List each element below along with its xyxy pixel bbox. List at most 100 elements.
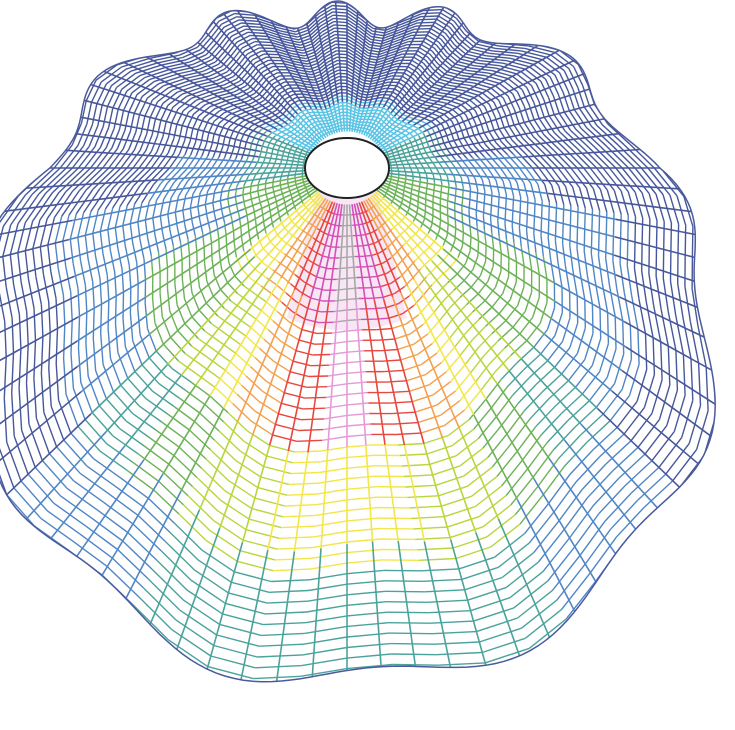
ring-grid-segment bbox=[367, 52, 379, 56]
ring-grid-segment bbox=[478, 40, 499, 47]
ring-grid-segment bbox=[335, 46, 348, 49]
ring-grid-segment bbox=[102, 501, 134, 525]
radial-grid-segment bbox=[315, 55, 321, 70]
ring-grid-segment bbox=[652, 305, 662, 343]
radial-grid-segment bbox=[423, 541, 436, 590]
ring-grid-segment bbox=[227, 41, 238, 55]
ring-grid-segment bbox=[375, 14, 390, 18]
radial-grid-segment bbox=[323, 450, 329, 500]
radial-grid-segment bbox=[448, 232, 486, 257]
radial-grid-segment bbox=[455, 1, 467, 12]
ring-grid-segment bbox=[53, 144, 73, 169]
mesh-outer-boundary bbox=[0, 0, 716, 683]
ring-grid-segment bbox=[148, 357, 166, 377]
ring-grid-segment bbox=[588, 147, 610, 169]
radial-grid-segment bbox=[274, 289, 296, 335]
radial-grid-segment bbox=[520, 358, 552, 393]
ring-grid-segment bbox=[307, 594, 348, 602]
ring-grid-segment bbox=[128, 265, 132, 288]
ring-grid-segment bbox=[346, 31, 360, 41]
ring-grid-segment bbox=[524, 152, 540, 169]
ring-grid-segment bbox=[576, 40, 598, 57]
ring-grid-segment bbox=[304, 318, 319, 324]
ring-grid-segment bbox=[288, 9, 304, 17]
radial-grid-segment bbox=[91, 552, 117, 593]
ring-grid-segment bbox=[208, 121, 215, 133]
ring-grid-segment bbox=[570, 167, 588, 189]
ring-grid-segment bbox=[441, 76, 456, 82]
ring-grid-segment bbox=[112, 167, 134, 189]
radial-grid-segment bbox=[277, 52, 287, 68]
ring-grid-segment bbox=[617, 121, 643, 144]
radial-grid-segment bbox=[247, 272, 275, 311]
radial-grid-segment bbox=[76, 278, 112, 297]
ring-grid-segment bbox=[305, 54, 316, 60]
radial-grid-segment bbox=[327, 253, 336, 304]
ring-grid-segment bbox=[346, 548, 382, 554]
ring-grid-segment bbox=[336, 277, 348, 281]
ring-grid-segment bbox=[312, 37, 324, 48]
ring-grid-segment bbox=[435, 66, 446, 75]
radial-grid-segment bbox=[333, 104, 338, 119]
ring-grid-segment bbox=[546, 32, 577, 42]
ring-grid-segment bbox=[538, 118, 550, 135]
ring-grid-segment bbox=[316, 276, 327, 281]
radial-grid-segment bbox=[529, 70, 552, 83]
radial-grid-segment bbox=[486, 146, 513, 152]
radial-grid-segment bbox=[380, 33, 386, 47]
radial-grid-segment bbox=[328, 203, 341, 254]
radial-grid-segment bbox=[188, 92, 210, 104]
ring-grid-segment bbox=[112, 88, 123, 109]
ring-grid-segment bbox=[529, 66, 546, 80]
radial-grid-segment bbox=[262, 139, 288, 150]
ring-grid-segment bbox=[336, 50, 348, 53]
ring-grid-segment bbox=[468, 199, 471, 211]
ring-grid-segment bbox=[518, 107, 525, 123]
radial-grid-segment bbox=[382, 148, 406, 158]
ring-grid-segment bbox=[288, 321, 303, 331]
ring-grid-segment bbox=[144, 68, 170, 79]
radial-grid-segment bbox=[221, 97, 241, 110]
ring-grid-segment bbox=[600, 552, 629, 591]
ring-grid-segment bbox=[456, 41, 469, 53]
radial-grid-segment bbox=[6, 289, 41, 305]
radial-grid-segment bbox=[212, 231, 248, 255]
ring-grid-segment bbox=[619, 238, 622, 264]
radial-grid-segment bbox=[497, 518, 519, 565]
radial-grid-segment bbox=[444, 110, 467, 123]
ring-grid-segment bbox=[651, 431, 675, 462]
ring-grid-segment bbox=[369, 41, 382, 45]
ring-grid-segment bbox=[149, 71, 174, 81]
radial-grid-segment bbox=[256, 277, 282, 318]
radial-grid-segment bbox=[280, 187, 316, 211]
ring-grid-segment bbox=[213, 89, 231, 95]
ring-grid-segment bbox=[489, 205, 493, 219]
radial-grid-segment bbox=[496, 383, 524, 422]
ring-grid-segment bbox=[525, 214, 528, 231]
ring-grid-segment bbox=[562, 204, 565, 224]
ring-grid-segment bbox=[403, 474, 433, 478]
radial-grid-segment bbox=[382, 178, 417, 192]
radial-grid-segment bbox=[236, 74, 252, 88]
ring-grid-segment bbox=[623, 291, 631, 326]
radial-grid-segment bbox=[484, 243, 520, 265]
radial-grid-segment bbox=[376, 133, 394, 147]
ring-grid-segment bbox=[606, 312, 610, 344]
ring-grid-segment bbox=[273, 44, 291, 52]
radial-grid-segment bbox=[293, 501, 302, 552]
ring-grid-segment bbox=[107, 299, 110, 329]
ring-grid-segment bbox=[346, 632, 390, 638]
ring-grid-segment bbox=[518, 153, 534, 169]
radial-grid-segment bbox=[353, 119, 358, 133]
radial-grid-segment bbox=[187, 175, 219, 179]
radial-grid-segment bbox=[172, 203, 207, 214]
ring-grid-segment bbox=[346, 423, 371, 427]
ring-grid-segment bbox=[260, 23, 281, 32]
radial-grid-segment bbox=[138, 223, 174, 237]
ring-grid-segment bbox=[166, 167, 183, 184]
ring-grid-segment bbox=[518, 123, 529, 138]
radial-grid-segment bbox=[245, 22, 257, 38]
ring-grid-segment bbox=[271, 41, 289, 49]
ring-grid-segment bbox=[234, 196, 238, 207]
radial-grid-segment bbox=[175, 221, 211, 237]
